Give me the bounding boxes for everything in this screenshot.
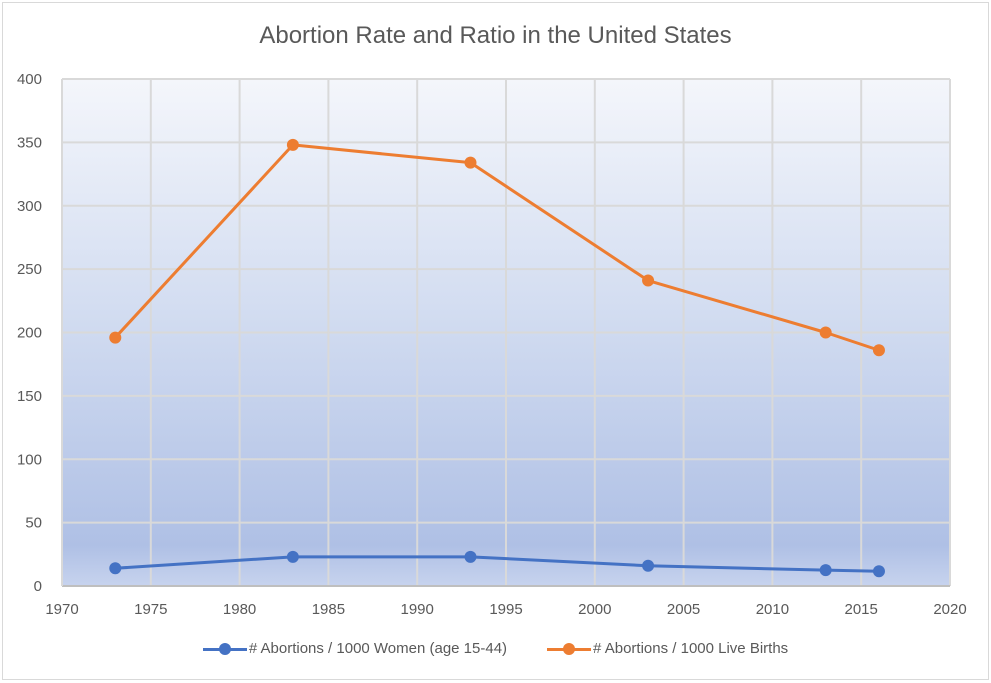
legend-swatch-orange xyxy=(547,641,592,657)
x-tick-label: 1970 xyxy=(45,601,78,618)
data-point xyxy=(872,344,885,357)
x-tick-label: 2010 xyxy=(756,601,789,618)
series-line-1 xyxy=(114,143,880,352)
legend-label: # Abortions / 1000 Live Births xyxy=(593,640,789,657)
y-tick-label: 200 xyxy=(17,325,42,342)
y-tick-label: 150 xyxy=(17,388,42,405)
y-tick-label: 50 xyxy=(25,515,42,532)
data-point xyxy=(109,331,122,344)
y-tick-label: 100 xyxy=(17,451,42,468)
legend-item-women-rate: # Abortions / 1000 Women (age 15-44) xyxy=(202,640,508,657)
data-point xyxy=(819,326,832,339)
data-point xyxy=(464,550,477,563)
x-tick-label: 1975 xyxy=(134,601,167,618)
chart-legend: # Abortions / 1000 Women (age 15-44) # A… xyxy=(0,640,991,657)
x-tick-label: 2020 xyxy=(933,601,966,618)
data-point xyxy=(109,562,122,575)
x-tick-label: 1995 xyxy=(489,601,522,618)
y-tick-label: 300 xyxy=(17,198,42,215)
y-tick-label: 0 xyxy=(34,578,42,595)
x-tick-label: 2015 xyxy=(845,601,878,618)
data-point xyxy=(819,564,832,577)
legend-item-live-births-ratio: # Abortions / 1000 Live Births xyxy=(547,640,788,657)
data-point xyxy=(286,138,299,151)
y-tick-label: 350 xyxy=(17,134,42,151)
data-point xyxy=(464,156,477,169)
data-point xyxy=(642,559,655,572)
legend-swatch-blue xyxy=(202,641,247,657)
series-line-0 xyxy=(115,555,879,573)
x-tick-label: 2005 xyxy=(667,601,700,618)
x-tick-label: 1990 xyxy=(401,601,434,618)
y-tick-label: 250 xyxy=(17,261,42,278)
x-tick-label: 1980 xyxy=(223,601,256,618)
y-tick-label: 400 xyxy=(17,71,42,88)
x-tick-label: 2000 xyxy=(578,601,611,618)
x-tick-label: 1985 xyxy=(312,601,345,618)
data-point xyxy=(872,565,885,578)
legend-label: # Abortions / 1000 Women (age 15-44) xyxy=(248,640,508,657)
chart-title: Abortion Rate and Ratio in the United St… xyxy=(259,22,732,49)
data-point xyxy=(286,550,299,563)
data-point xyxy=(642,274,655,287)
